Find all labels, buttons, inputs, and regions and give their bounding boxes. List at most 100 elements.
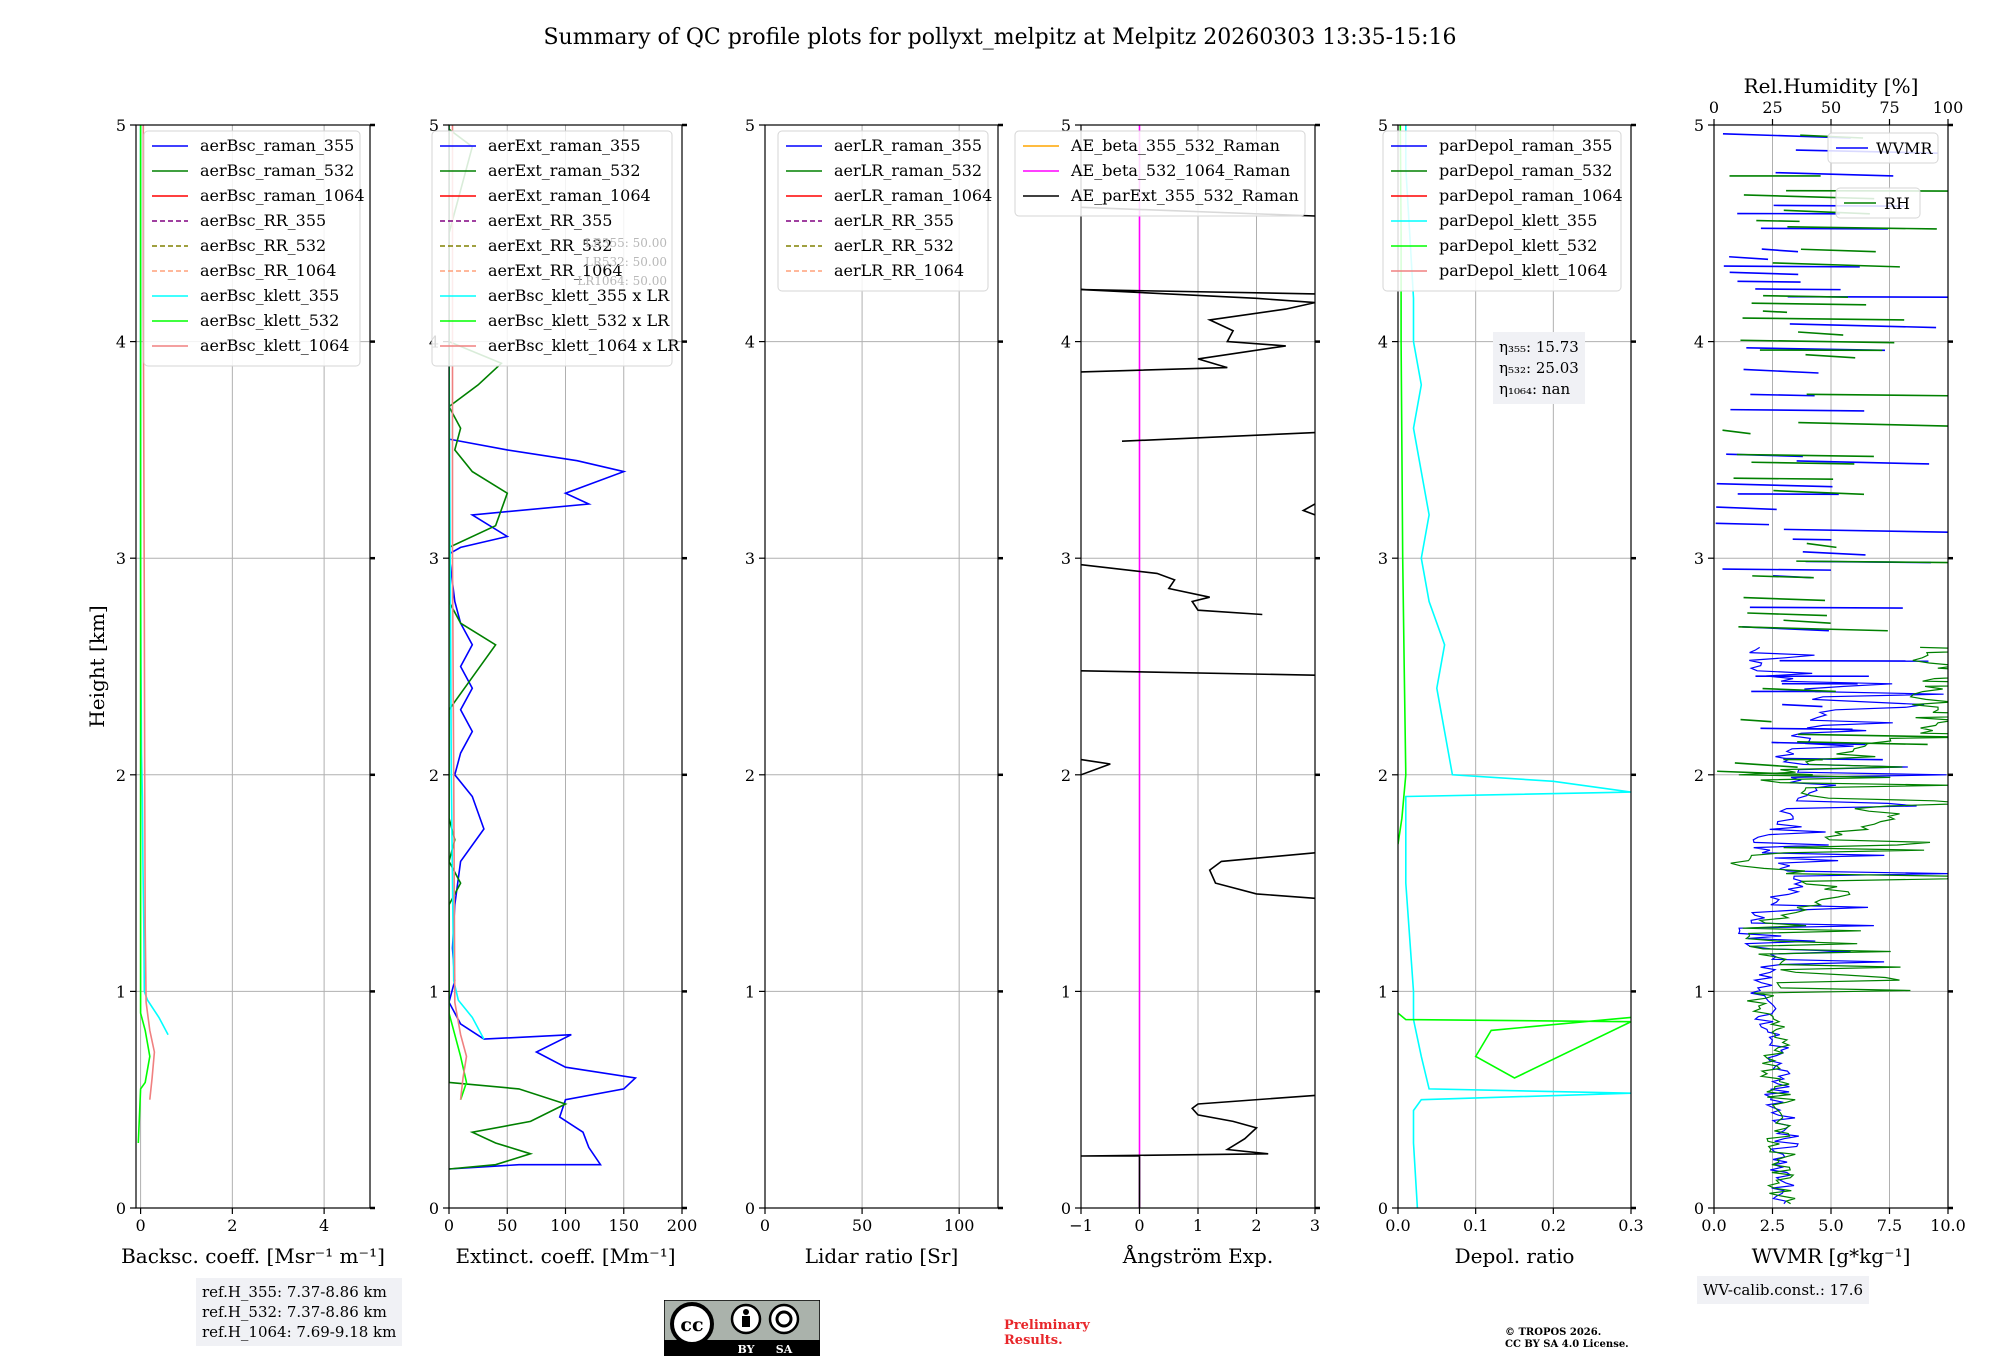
legend-label: RH <box>1884 194 1910 213</box>
y-tick-label: 0 <box>1378 1199 1388 1218</box>
y-tick-label: 3 <box>1694 549 1704 568</box>
legend-frame <box>143 130 361 367</box>
legend-label: aerExt_RR_532 <box>488 236 612 255</box>
legend-label: AE_beta_532_1064_Raman <box>1070 161 1290 180</box>
legend-label: aerExt_raman_532 <box>488 161 641 180</box>
series-WVMR-spike <box>1760 727 1853 731</box>
series-WVMR-spike <box>1750 393 1815 397</box>
legend-frame <box>1835 187 1921 219</box>
axes-frame <box>1397 124 1632 1209</box>
x-tick-label: 0.3 <box>1618 1216 1643 1235</box>
legend: parDepol_raman_355 parDepol_raman_532 parD… <box>1382 130 1623 292</box>
plot-area <box>1081 125 1315 1208</box>
legend-label: aerBsc_klett_1064 <box>200 336 349 355</box>
series-RH-spike <box>1756 219 1800 223</box>
x-tick-label: 100 <box>944 1216 975 1235</box>
legend-label: aerLR_raman_1064 <box>834 186 992 205</box>
axes-frame <box>135 124 371 1209</box>
legend-label: WVMR <box>1876 139 1933 158</box>
panel-water_vapor: 0.0 2.5 5.0 7.5 10.0 0 1 2 3 4 5 WVMR [g*kg⁻¹] 0 25 50… <box>1694 74 1966 1268</box>
series-RH-spike <box>1747 612 1827 617</box>
y-tick-label: 5 <box>1061 116 1071 135</box>
eta-label: η₃₅₅: 15.73 <box>1499 338 1579 356</box>
series-RH-spike <box>1797 331 1844 336</box>
wv-calibration-text: WV-calib.const.: 17.6 <box>1703 1281 1864 1299</box>
series-WVMR-spike <box>1737 280 1801 283</box>
x-tick-label: 0.2 <box>1541 1216 1566 1235</box>
legend-label: aerExt_RR_1064 <box>488 261 623 280</box>
legend-label: aerBsc_RR_532 <box>200 236 326 255</box>
y-tick-label: 4 <box>1378 333 1388 352</box>
series-aerExt_raman_532 <box>449 128 568 1170</box>
wv-calibration-box: WV-calib.const.: 17.6 <box>1697 1276 1870 1304</box>
y-tick-label: 1 <box>1061 982 1071 1001</box>
legend-frame <box>1382 130 1622 292</box>
y-tick-label: 5 <box>1694 116 1704 135</box>
series-RH-spike <box>1796 560 1948 564</box>
legend-label: aerLR_RR_532 <box>834 236 954 255</box>
legend-label: parDepol_raman_1064 <box>1439 186 1623 205</box>
series-WVMR-spike <box>1796 460 1930 465</box>
lr-label: LR355: 50.00 <box>585 236 667 250</box>
panel-depolarization: 0.0 0.1 0.2 0.3 0 1 2 3 4 5 Depol. ratio parDepol_r… <box>1378 116 1644 1268</box>
x-axis-label: Extinct. coeff. [Mm⁻¹] <box>455 1244 675 1268</box>
series-WVMR-spike <box>1743 368 1819 374</box>
y-tick-label: 3 <box>429 549 439 568</box>
y-tick-label: 0 <box>429 1199 439 1218</box>
series-RH-spike <box>1743 596 1826 602</box>
axes-frame <box>764 124 999 1209</box>
series-AE_parExt_355_532_Raman <box>1081 1094 1315 1208</box>
legend-wvmr: WVMR <box>1827 132 1939 164</box>
cc-sa-label: SA <box>776 1343 793 1356</box>
legend-label: aerBsc_RR_355 <box>200 211 326 230</box>
legend-label: parDepol_klett_1064 <box>1439 261 1608 280</box>
series-WVMR-spike <box>1761 248 1799 253</box>
series-AE_parExt_355_532_Raman-segment <box>1081 563 1263 616</box>
cc-icon <box>670 1302 714 1346</box>
series-RH-spike <box>1740 718 1772 723</box>
figure-title: Summary of QC profile plots for pollyxt_… <box>543 25 1456 50</box>
y-tick-label: 1 <box>1694 982 1704 1001</box>
x-tick-label: 10.0 <box>1930 1216 1966 1235</box>
series-WVMR-spike <box>1729 271 1799 276</box>
series-RH-spike <box>1798 733 1948 738</box>
series-WVMR-spike <box>1783 528 1948 534</box>
legend-label: aerBsc_RR_1064 <box>200 261 336 280</box>
series-WVMR-spike <box>1716 482 1833 488</box>
series-WVMR-spike <box>1749 606 1903 609</box>
series-WVMR-spike <box>1716 506 1777 511</box>
eta-box <box>1493 332 1585 404</box>
series-AE_parExt_355_532_Raman-segment <box>1081 288 1315 373</box>
series-parDepol_klett_355 <box>1405 125 1631 1208</box>
legend-label: AE_parExt_355_532_Raman <box>1070 186 1299 205</box>
series-WVMR-spike <box>1802 551 1866 556</box>
series-RH-spike <box>1736 453 1874 458</box>
series-RH-spike <box>1740 339 1895 344</box>
y-tick-label: 1 <box>745 982 755 1001</box>
series-WVMR-spike <box>1722 568 1831 571</box>
panel-extinction: 050100150200012345Extinct. coeff. [Mm⁻¹]… <box>429 116 697 1268</box>
panel-lidar_ratio: 0 50 100 0 1 2 3 4 5 Lidar ratio [Sr] aerLR_raman_… <box>745 116 1003 1268</box>
y-tick-label: 3 <box>116 549 126 568</box>
series-WVMR-spike <box>1771 741 1866 746</box>
y-tick-label: 5 <box>116 116 126 135</box>
preliminary-line1: Preliminary <box>1004 1318 1090 1333</box>
y-tick-label: 1 <box>116 982 126 1001</box>
top-x-tick-label: 100 <box>1933 98 1964 117</box>
series-RH-spike <box>1806 542 1837 549</box>
x-tick-label: 1 <box>1193 1216 1203 1235</box>
x-tick-label: 3 <box>1310 1216 1320 1235</box>
series-RH-spike <box>1806 393 1948 397</box>
x-tick-label: 0.1 <box>1463 1216 1488 1235</box>
copyright-note: © TROPOS 2026. CC BY SA 4.0 License. <box>1505 1327 1705 1351</box>
y-tick-label: 3 <box>1378 549 1388 568</box>
y-tick-label: 4 <box>116 333 126 352</box>
series-RH-spike <box>1800 248 1876 253</box>
series-RH-spike <box>1751 461 1855 465</box>
series-WVMR-spike <box>1789 323 1937 329</box>
x-axis-label: Ångström Exp. <box>1122 1243 1273 1268</box>
y-tick-label: 4 <box>1694 333 1704 352</box>
y-tick-label: 2 <box>1378 766 1388 785</box>
top-x-tick-label: 50 <box>1821 98 1841 117</box>
